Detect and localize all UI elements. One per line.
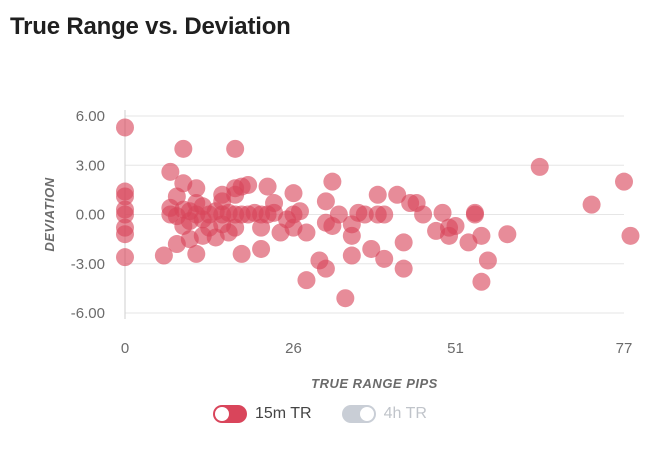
scatter-point — [187, 244, 206, 263]
scatter-point — [394, 259, 413, 278]
x-axis-title: TRUE RANGE PIPS — [311, 376, 438, 391]
scatter-point — [116, 225, 134, 244]
x-tick-label: 77 — [616, 340, 633, 357]
chart-title: True Range vs. Deviation — [10, 13, 291, 40]
legend-item-4h[interactable]: 4h TR — [341, 405, 427, 423]
toggle-knob-icon — [215, 407, 229, 421]
toggle-knob-icon — [359, 407, 374, 421]
scatter-point — [375, 249, 394, 268]
scatter-point — [368, 185, 387, 204]
y-tick-label: 3.00 — [76, 157, 105, 174]
scatter-point — [498, 225, 517, 244]
scatter-point — [388, 185, 407, 204]
scatter-point — [258, 177, 277, 196]
x-tick-label: 51 — [447, 340, 464, 357]
scatter-point — [414, 205, 433, 224]
legend-label-4h: 4h TR — [383, 405, 427, 422]
scatter-point — [116, 205, 134, 224]
scatter-point — [316, 259, 335, 278]
scatter-point — [239, 175, 258, 194]
scatter-point — [187, 179, 206, 198]
scatter-point — [116, 187, 134, 206]
scatter-point — [336, 289, 355, 308]
scatter-point — [154, 246, 173, 265]
x-tick-label: 26 — [285, 340, 302, 357]
scatter-point — [394, 233, 413, 252]
scatter-point — [621, 226, 640, 245]
y-tick-label: 6.00 — [76, 108, 105, 125]
scatter-point — [446, 216, 465, 235]
scatter-point — [290, 202, 309, 221]
x-tick-label: 0 — [121, 340, 129, 357]
scatter-point — [116, 118, 134, 137]
scatter-point — [472, 226, 491, 245]
scatter-point — [582, 195, 601, 214]
scatter-point — [232, 244, 251, 263]
scatter-point — [174, 139, 193, 158]
scatter-point — [478, 251, 497, 270]
toggle-on-icon — [213, 405, 247, 423]
y-tick-label: 0.00 — [76, 207, 105, 224]
toggle-off-icon — [341, 405, 376, 423]
scatter-point — [297, 271, 316, 290]
scatter-point — [316, 192, 335, 211]
scatter-point — [355, 205, 374, 224]
y-tick-label: -3.00 — [71, 256, 105, 273]
y-tick-label: -6.00 — [71, 305, 105, 322]
scatter-point — [161, 162, 180, 181]
chart-legend: 15m TR 4h TR — [213, 405, 427, 423]
scatter-point — [472, 272, 491, 291]
scatter-point — [252, 239, 271, 258]
scatter-point — [284, 184, 303, 203]
scatter-point — [530, 157, 549, 176]
scatter-point — [297, 223, 316, 242]
scatter-plot: 6.00 3.00 0.00 -3.00 -6.00 0 26 51 77 TRUE RANGE … — [42, 108, 640, 391]
legend-item-15m[interactable]: 15m TR — [213, 405, 312, 423]
scatter-point — [342, 226, 361, 245]
scatter-point — [362, 239, 381, 258]
scatter-point — [116, 248, 134, 267]
scatter-point — [465, 203, 484, 222]
scatter-point — [433, 203, 452, 222]
scatter-point — [615, 172, 633, 191]
scatter-point — [226, 139, 245, 158]
scatter-point — [323, 172, 342, 191]
y-axis-title: DEVIATION — [42, 177, 57, 251]
scatter-point — [329, 205, 348, 224]
legend-label-15m: 15m TR — [255, 405, 312, 422]
scatter-point — [342, 246, 361, 265]
scatter-point — [375, 205, 394, 224]
